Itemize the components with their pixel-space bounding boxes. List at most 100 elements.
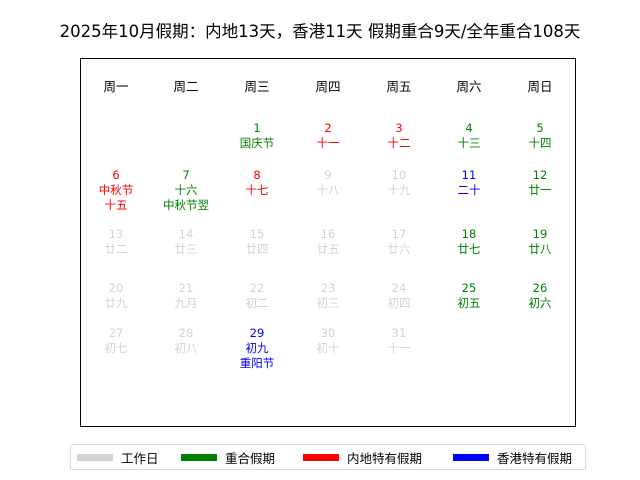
day-number: 10 <box>391 168 407 182</box>
weekday-label: 周二 <box>173 79 199 94</box>
calendar-day: 5 十四 <box>500 121 580 151</box>
day-number: 6 <box>112 168 120 182</box>
day-number: 13 <box>108 227 124 241</box>
legend-label-both: 重合假期 <box>225 450 276 466</box>
calendar-day: 1 国庆节 <box>217 121 297 151</box>
calendar-day: 31 十一 <box>359 326 439 356</box>
day-number: 29 <box>249 326 265 340</box>
lunar-date: 十七 <box>245 183 269 197</box>
calendar-day: 3 十二 <box>359 121 439 151</box>
lunar-date: 初九 <box>245 341 269 355</box>
lunar-date: 十二 <box>387 136 411 150</box>
calendar-day: 11 二十 <box>429 168 509 198</box>
lunar-date: 廿三 <box>174 242 198 256</box>
day-number: 9 <box>324 168 332 182</box>
holiday-note: 中秋节翌 <box>163 198 209 212</box>
calendar-day: 4 十三 <box>429 121 509 151</box>
weekday-label: 周一 <box>103 79 129 94</box>
lunar-date: 初二 <box>245 296 269 310</box>
day-number: 7 <box>182 168 190 182</box>
calendar-day: 23 初三 <box>288 281 368 311</box>
calendar-day: 29 初九 重阳节 <box>217 326 297 371</box>
holiday-note: 重阳节 <box>239 356 275 370</box>
calendar-day: 24 初四 <box>359 281 439 311</box>
lunar-date: 廿六 <box>387 242 411 256</box>
day-number: 26 <box>532 281 548 295</box>
calendar-day: 17 廿六 <box>359 227 439 257</box>
day-number: 15 <box>249 227 265 241</box>
lunar-date: 廿四 <box>245 242 269 256</box>
calendar-day: 13 廿二 <box>76 227 156 257</box>
day-number: 30 <box>320 326 336 340</box>
day-number: 23 <box>320 281 336 295</box>
day-number: 22 <box>249 281 265 295</box>
legend-label-hk: 香港特有假期 <box>497 450 573 466</box>
lunar-date: 九月 <box>174 296 198 310</box>
day-number: 8 <box>253 168 261 182</box>
lunar-date: 廿五 <box>316 242 340 256</box>
day-number: 27 <box>108 326 124 340</box>
calendar-day: 7 十六 中秋节翌 <box>146 168 226 213</box>
lunar-date: 十一 <box>387 341 411 355</box>
lunar-date: 廿二 <box>104 242 128 256</box>
day-number: 20 <box>108 281 124 295</box>
calendar-day: 27 初七 <box>76 326 156 356</box>
calendar-day: 25 初五 <box>429 281 509 311</box>
calendar-day: 2 十一 <box>288 121 368 151</box>
lunar-date: 初六 <box>528 296 552 310</box>
day-number: 2 <box>324 121 332 135</box>
legend-swatch-hk <box>453 453 489 461</box>
holiday-note: 十五 <box>104 198 128 212</box>
day-number: 11 <box>461 168 477 182</box>
lunar-date: 十四 <box>528 136 552 150</box>
calendar-day: 15 廿四 <box>217 227 297 257</box>
lunar-date: 廿八 <box>528 242 552 256</box>
day-number: 31 <box>391 326 407 340</box>
day-number: 16 <box>320 227 336 241</box>
calendar-frame <box>80 58 576 427</box>
legend-item-both: 重合假期 <box>181 445 275 469</box>
lunar-date: 中秋节 <box>98 183 134 197</box>
calendar-day: 14 廿三 <box>146 227 226 257</box>
day-number: 18 <box>461 227 477 241</box>
chart-title: 2025年10月假期：内地13天，香港11天 假期重合9天/全年重合108天 <box>59 22 581 41</box>
lunar-date: 十八 <box>316 183 340 197</box>
calendar-day: 22 初二 <box>217 281 297 311</box>
calendar-day: 20 廿九 <box>76 281 156 311</box>
day-number: 4 <box>465 121 473 135</box>
legend-swatch-mainland <box>303 453 339 461</box>
legend-item-mainland: 内地特有假期 <box>303 445 422 469</box>
lunar-date: 廿七 <box>457 242 481 256</box>
calendar-day: 26 初六 <box>500 281 580 311</box>
day-number: 17 <box>391 227 407 241</box>
legend: 工作日 重合假期 内地特有假期 香港特有假期 <box>70 444 586 470</box>
calendar-day: 18 廿七 <box>429 227 509 257</box>
calendar-day: 16 廿五 <box>288 227 368 257</box>
lunar-date: 十六 <box>174 183 198 197</box>
lunar-date: 初三 <box>316 296 340 310</box>
day-number: 19 <box>532 227 548 241</box>
day-number: 3 <box>395 121 403 135</box>
day-number: 14 <box>178 227 194 241</box>
weekday-label: 周六 <box>456 79 482 94</box>
lunar-date: 国庆节 <box>239 136 275 150</box>
calendar-day: 8 十七 <box>217 168 297 198</box>
calendar-day: 30 初十 <box>288 326 368 356</box>
calendar-day: 12 廿一 <box>500 168 580 198</box>
day-number: 28 <box>178 326 194 340</box>
day-number: 25 <box>461 281 477 295</box>
day-number: 21 <box>178 281 194 295</box>
calendar-day: 21 九月 <box>146 281 226 311</box>
lunar-date: 廿九 <box>104 296 128 310</box>
lunar-date: 十九 <box>387 183 411 197</box>
calendar-day: 9 十八 <box>288 168 368 198</box>
lunar-date: 二十 <box>457 183 481 197</box>
legend-item-work: 工作日 <box>77 445 159 469</box>
lunar-date: 廿一 <box>528 183 552 197</box>
lunar-date: 初五 <box>457 296 481 310</box>
legend-item-hk: 香港特有假期 <box>453 445 572 469</box>
lunar-date: 初十 <box>316 341 340 355</box>
lunar-date: 初七 <box>104 341 128 355</box>
weekday-label: 周五 <box>386 79 412 94</box>
legend-swatch-both <box>181 453 217 461</box>
